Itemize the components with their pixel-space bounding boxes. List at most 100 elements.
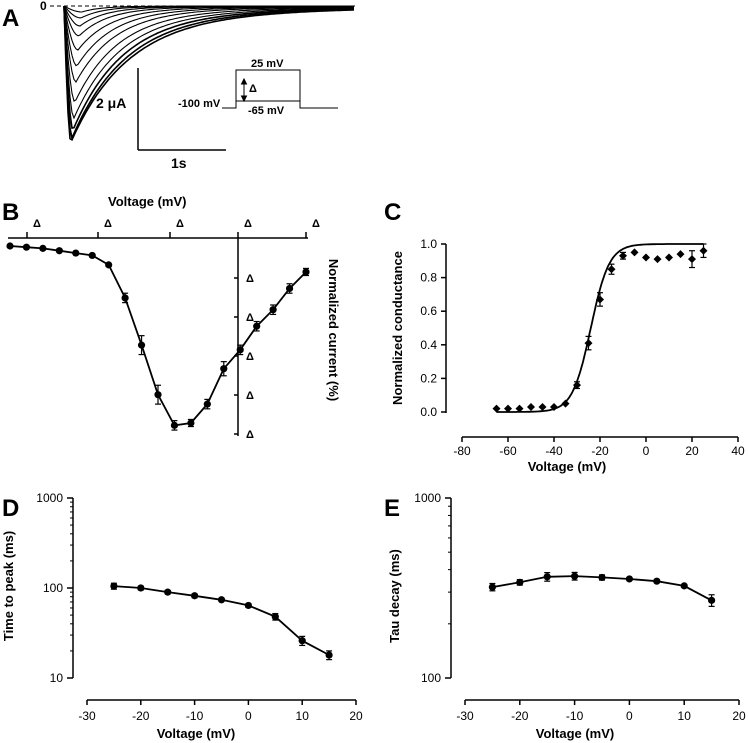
panel-e-x-tick-label: -20 xyxy=(511,709,529,723)
panel-b-data-point xyxy=(39,244,47,252)
panel-c-data-point xyxy=(561,399,570,408)
panel-e-data-point xyxy=(516,578,524,586)
panel-d-data-point xyxy=(217,596,226,604)
panel-c-data-point xyxy=(515,404,524,413)
panel-d-axes: 10 100 1000 -30 -20 -10 0 10 20 xyxy=(36,491,363,723)
panel-b-marks xyxy=(6,242,310,431)
panel-a: A 0 2 μA 1s -100 mV 25 mV -65 mV Δ xyxy=(2,0,355,171)
panel-c-y-axis-title: Normalized conductance xyxy=(390,251,405,405)
panel-c-data-point xyxy=(573,381,581,390)
panel-c-data-point xyxy=(676,250,685,259)
panel-c-y-tick-label: 0.4 xyxy=(420,338,437,352)
panel-b-x-tick-label: Δ xyxy=(176,218,184,230)
current-traces xyxy=(63,5,355,141)
panel-c-label: C xyxy=(384,199,401,226)
panel-b-x-axis-title: Voltage (mV) xyxy=(108,194,187,209)
panel-d-x-tick-label: 10 xyxy=(296,709,310,723)
panel-e-data-point xyxy=(653,577,661,585)
panel-b-y-tick-label: Δ xyxy=(246,429,254,441)
panel-b-x-tick-label: Δ xyxy=(244,218,252,230)
panel-b-y-tick-label: Δ xyxy=(246,273,254,285)
panel-c-data-point xyxy=(504,404,512,413)
panel-c-data-point xyxy=(619,251,627,260)
panel-b-data-point xyxy=(170,421,179,429)
panel-c-data-point xyxy=(699,246,708,255)
panel-e-y-axis-title: Tau decay (ms) xyxy=(387,549,402,643)
panel-c-data-point xyxy=(527,402,535,411)
protocol-hold-label: -100 mV xyxy=(178,98,221,110)
panel-b-data-point xyxy=(236,346,244,354)
panel-c-x-tick-label: 20 xyxy=(685,444,699,458)
panel-d-y-tick-label: 100 xyxy=(43,581,63,595)
panel-d-x-tick-label: 20 xyxy=(349,709,363,723)
panel-d-data-point xyxy=(298,637,306,645)
current-trace xyxy=(63,5,354,83)
panel-e-y-tick-label: 1000 xyxy=(414,491,441,505)
panel-b-y-tick-label: Δ xyxy=(246,351,254,363)
panel-d-data-point xyxy=(271,613,279,621)
panel-b: B Voltage (mV) Normalized current (%) Δ Δ… xyxy=(2,194,341,441)
panel-b-x-tick-label: Δ xyxy=(33,218,41,230)
panel-d-marks xyxy=(110,582,333,661)
panel-e-x-tick-label: -10 xyxy=(566,709,584,723)
panel-b-data-point xyxy=(154,391,162,399)
panel-b-data-point xyxy=(72,249,80,257)
panel-c-y-tick-label: 0.6 xyxy=(420,304,437,318)
panel-c-x-tick-label: -40 xyxy=(545,444,563,458)
panel-c-data-point xyxy=(642,253,650,262)
panel-c-x-tick-label: -80 xyxy=(453,444,471,458)
panel-c-y-tick-label: 0.2 xyxy=(420,371,437,385)
panel-d-x-axis-title: Voltage (mV) xyxy=(157,726,236,741)
panel-b-data-point xyxy=(285,284,294,293)
time-scale-label: 1s xyxy=(171,155,187,171)
panel-b-data-point xyxy=(220,365,228,373)
panel-b-data-point xyxy=(55,247,63,255)
panel-e-data-point xyxy=(543,573,551,581)
protocol-delta-label: Δ xyxy=(249,83,257,95)
panel-b-data-point xyxy=(269,306,277,314)
panel-e-x-tick-label: 20 xyxy=(732,709,746,723)
current-trace xyxy=(63,5,354,67)
panel-d-data-point xyxy=(325,651,333,659)
panel-d-data-point xyxy=(191,592,199,600)
panel-e-x-tick-label: 10 xyxy=(678,709,692,723)
panel-e-axes: 100 1000 -30 -20 -10 0 10 20 xyxy=(414,491,746,723)
panel-c-x-axis-title: Voltage (mV) xyxy=(528,459,607,474)
panel-e-label: E xyxy=(384,495,400,522)
panel-e-data-point xyxy=(625,575,634,583)
panel-d-data-point xyxy=(137,584,145,592)
panel-c-y-tick-label: 0.0 xyxy=(420,405,437,419)
panel-a-label: A xyxy=(2,5,19,32)
panel-c-x-tick-label: -60 xyxy=(499,444,517,458)
panel-e: E Voltage (mV) Tau decay (ms) 1001000-30… xyxy=(384,491,746,741)
panel-e-data-point xyxy=(708,596,716,604)
current-trace xyxy=(63,5,354,102)
panel-b-data-point xyxy=(121,294,129,302)
panel-c-fit-line xyxy=(496,243,704,413)
panel-d-label: D xyxy=(2,495,19,522)
panel-e-data-point xyxy=(488,583,496,591)
panel-e-data-point xyxy=(571,572,579,580)
panel-b-data-point xyxy=(302,268,310,276)
panel-b-label: B xyxy=(2,199,19,226)
panel-e-data-point xyxy=(598,573,606,582)
panel-e-x-tick-label: 0 xyxy=(626,709,633,723)
panel-b-y-tick-label: Δ xyxy=(246,390,254,402)
panel-b-y-axis-title: Normalized current (%) xyxy=(326,259,341,401)
panel-b-data-point xyxy=(203,400,211,408)
panel-c-data-point xyxy=(492,404,501,413)
zero-current-label: 0 xyxy=(40,0,47,13)
panel-c-data-point xyxy=(665,253,673,262)
panel-c-data-point xyxy=(596,295,604,304)
panel-b-data-point xyxy=(137,341,146,349)
panel-e-marks xyxy=(488,571,716,607)
panel-b-axes: Δ Δ Δ Δ Δ Δ Δ Δ Δ Δ xyxy=(8,218,320,441)
voltage-protocol xyxy=(222,69,338,109)
panel-c-data-point xyxy=(584,339,593,348)
protocol-bottom-label: -65 mV xyxy=(248,105,285,117)
protocol-top-label: 25 mV xyxy=(251,58,284,70)
panel-c-x-tick-label: 0 xyxy=(643,444,650,458)
panel-b-data-point xyxy=(187,419,195,427)
current-trace xyxy=(63,5,355,141)
